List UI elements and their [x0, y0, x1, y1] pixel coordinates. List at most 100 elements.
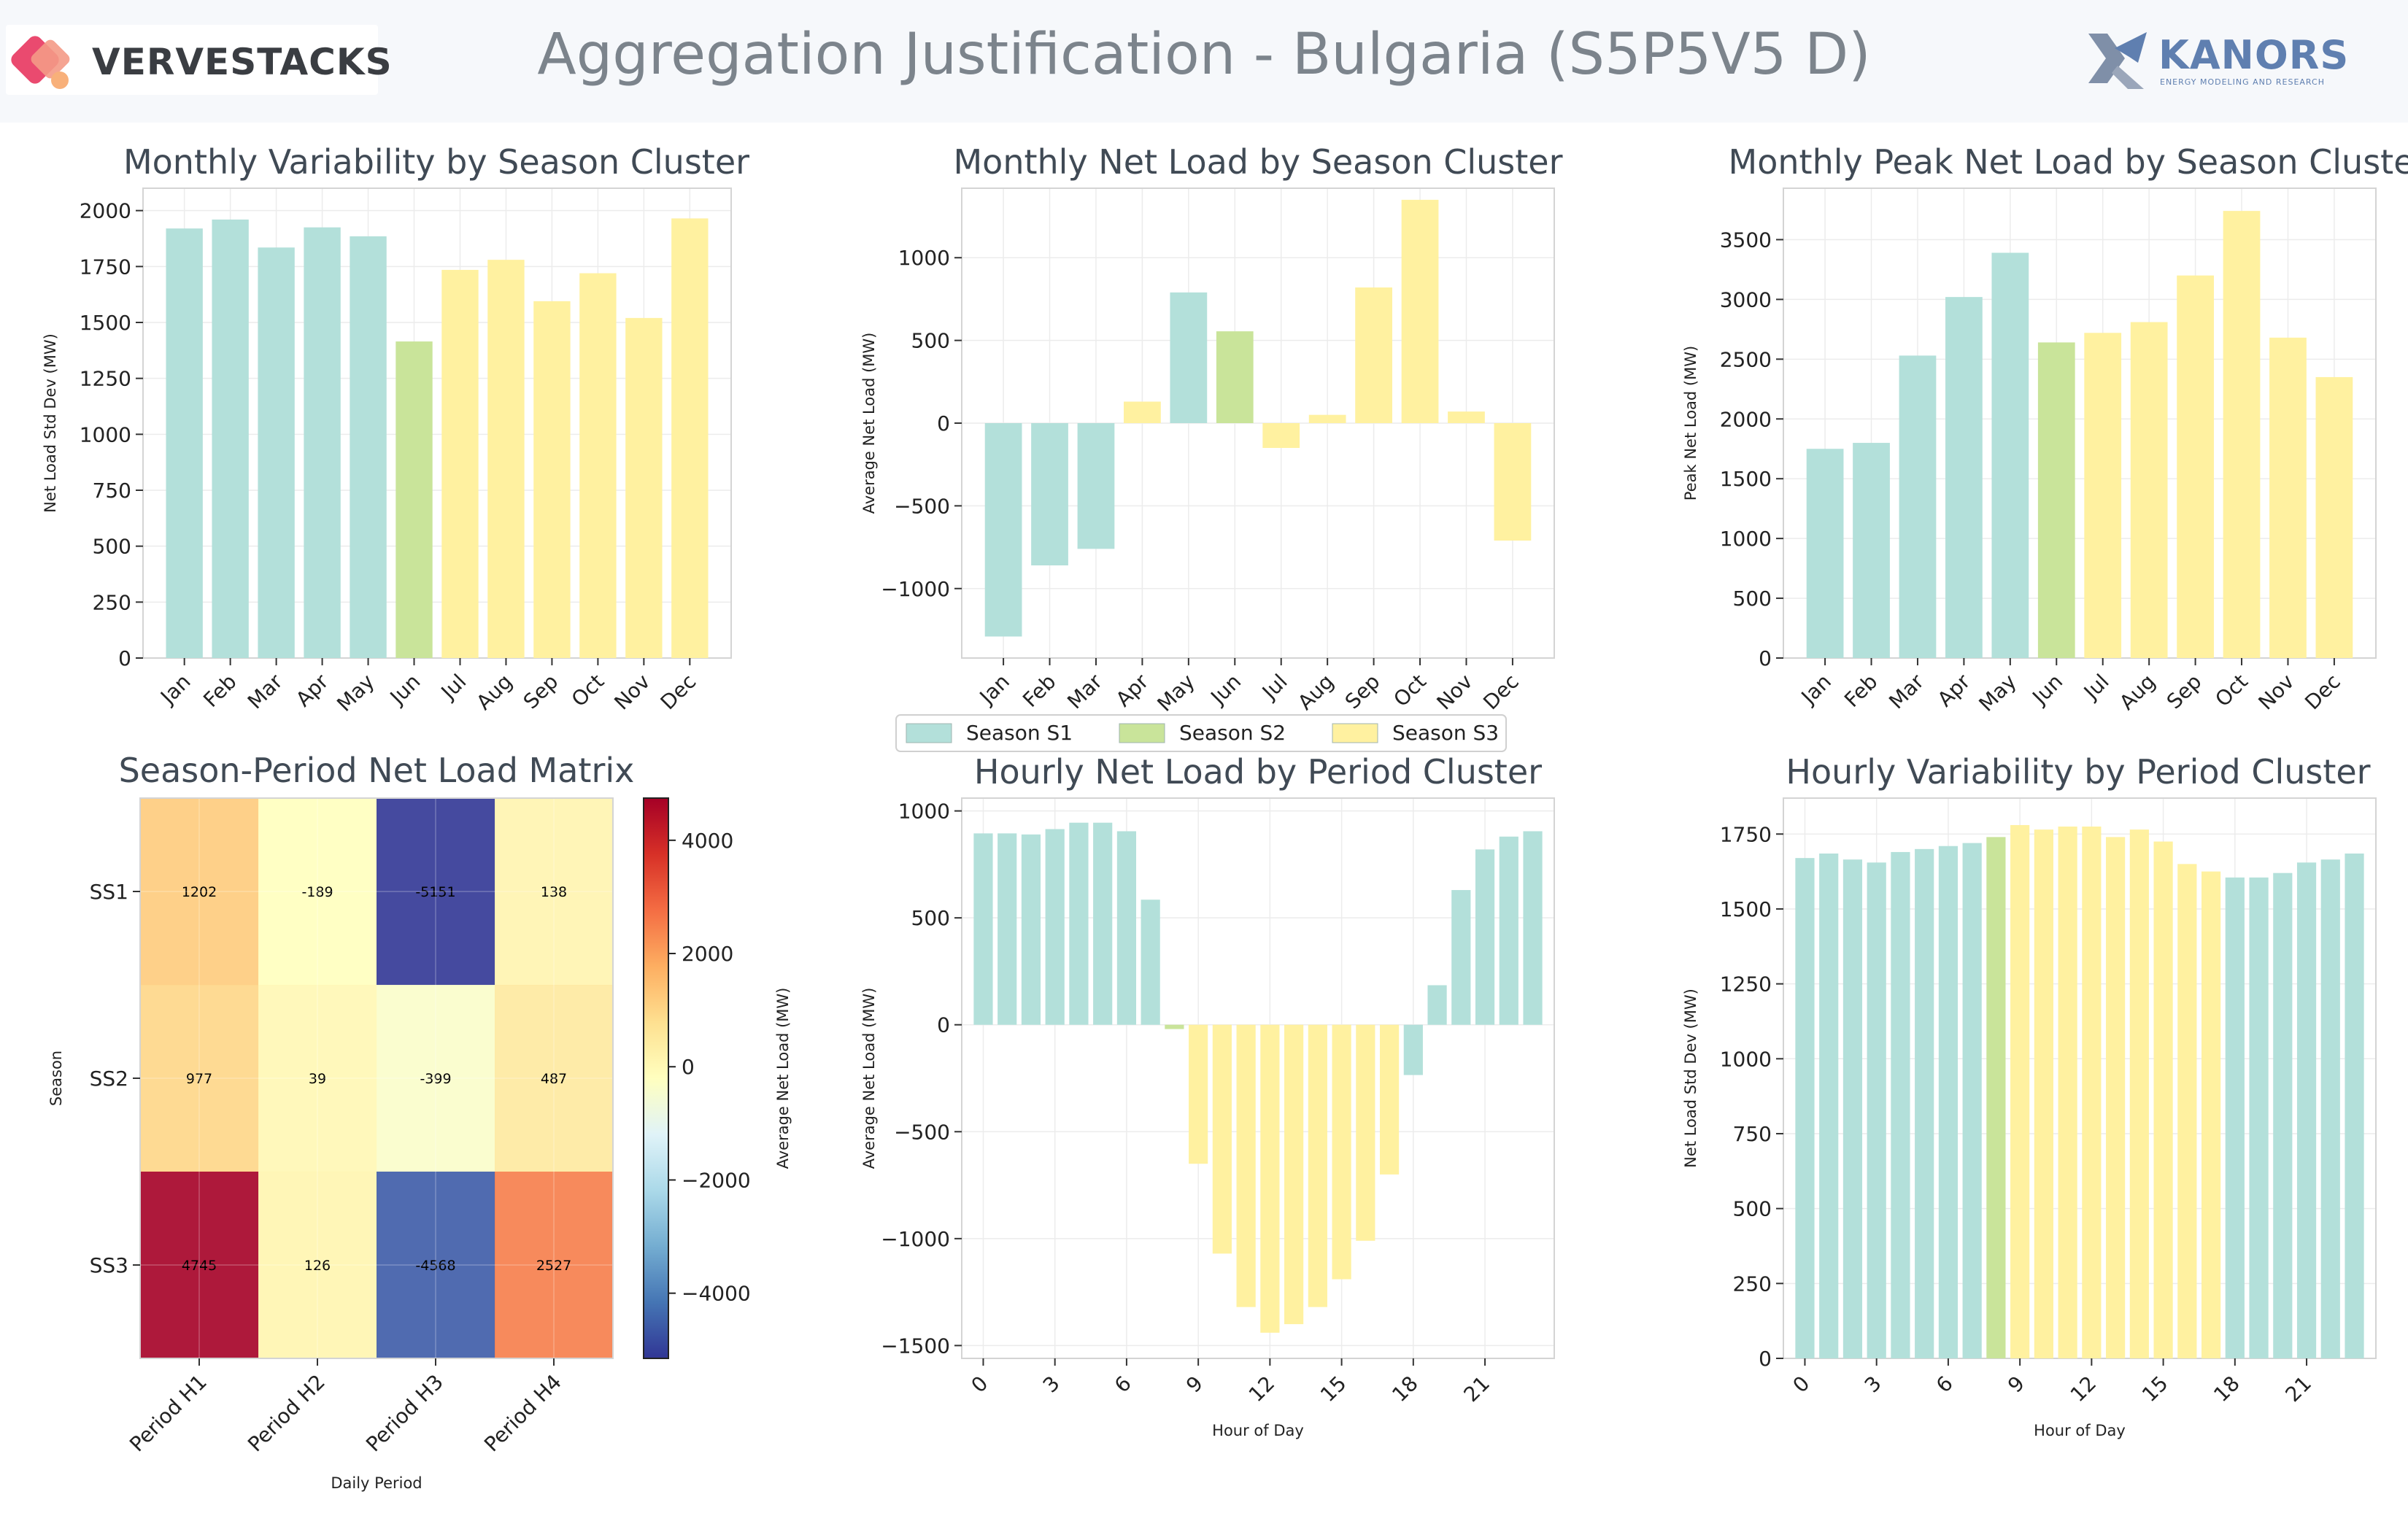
bar	[1475, 849, 1495, 1025]
x-tick-label: Sep	[1340, 670, 1385, 714]
bar	[2129, 829, 2149, 1358]
bar	[1308, 414, 1346, 423]
x-tick-label: 12	[1244, 1372, 1280, 1407]
y-tick-label: 500	[1733, 587, 1772, 611]
y-tick-label: 1000	[898, 800, 950, 824]
y-axis-label: Average Net Load (MW)	[860, 333, 878, 514]
bar	[1045, 829, 1065, 1025]
legend-label: Season S1	[966, 721, 1073, 745]
bar	[1021, 834, 1041, 1025]
bar	[2225, 877, 2245, 1358]
x-tick-label: Nov	[609, 670, 655, 715]
x-tick-label: 18	[1387, 1372, 1423, 1407]
y-tick-label: 0	[1759, 1347, 1772, 1371]
y-tick-label: 500	[1733, 1197, 1772, 1221]
vervestacks-logo-icon	[11, 36, 70, 89]
chart-title: Monthly Variability by Season Cluster	[123, 142, 749, 182]
chart-title: Monthly Peak Net Load by Season Cluster	[1729, 142, 2408, 182]
x-tick-label: 6	[1110, 1372, 1136, 1398]
y-tick-label: 1250	[1720, 972, 1772, 997]
bar	[671, 218, 709, 658]
colorbar-label: Average Net Load (MW)	[774, 988, 792, 1169]
bar	[1069, 822, 1089, 1025]
cell-label: 2527	[536, 1258, 571, 1274]
y-tick-label: 0	[118, 646, 131, 670]
colorbar-tick-label: −4000	[682, 1282, 751, 1306]
x-tick-label: Sep	[2162, 670, 2207, 714]
y-tick-label: 750	[1733, 1122, 1772, 1146]
x-tick-label: 12	[2066, 1372, 2102, 1407]
x-tick-label: Dec	[1478, 670, 1524, 715]
chart-title: Hourly Net Load by Period Cluster	[974, 752, 1542, 792]
bar	[1356, 1024, 1375, 1241]
x-tick-label: Period H1	[125, 1370, 212, 1457]
x-tick-label: Jan	[1796, 670, 1836, 710]
bar	[1986, 837, 2006, 1358]
legend-swatch	[1119, 723, 1165, 743]
bar	[1262, 423, 1300, 449]
heatmap-cell	[377, 798, 495, 986]
bar	[2315, 376, 2353, 658]
heatmap-cell	[258, 1172, 377, 1359]
x-tick-label: Period H3	[361, 1370, 448, 1457]
bar	[2153, 841, 2173, 1358]
bar	[2037, 342, 2075, 658]
chart-c4: 1202 -189 -5151 138 977 39 -399 487 4745 126 -4568…	[47, 751, 792, 1492]
plot-frame	[1783, 187, 2377, 659]
y-tick-label: 1750	[80, 255, 131, 279]
bar	[1451, 890, 1471, 1025]
heatmap-cell	[140, 985, 259, 1172]
y-tick-label: SS3	[90, 1253, 128, 1277]
y-tick-label: 250	[1733, 1272, 1772, 1296]
kanors-logo-icon	[2088, 32, 2147, 89]
bar	[1842, 859, 1863, 1358]
y-tick-label: 0	[937, 411, 950, 436]
bar	[1379, 1024, 1400, 1175]
y-axis-label: Average Net Load (MW)	[860, 988, 878, 1169]
x-tick-label: 9	[2003, 1372, 2029, 1398]
vervestacks-wordmark: VERVESTACKS	[92, 41, 393, 83]
x-tick-label: Mar	[243, 669, 288, 713]
chart-title: Monthly Net Load by Season Cluster	[953, 142, 1562, 182]
y-tick-label: −1500	[881, 1334, 950, 1358]
bar	[166, 228, 203, 658]
x-tick-label: Jun	[2027, 670, 2068, 711]
bar	[997, 833, 1017, 1025]
bar	[2249, 877, 2269, 1358]
bar	[2177, 864, 2197, 1358]
bar	[1141, 900, 1160, 1025]
bar	[533, 301, 571, 658]
y-tick-label: −500	[894, 1120, 950, 1144]
bar	[1945, 297, 1983, 658]
bar	[2084, 333, 2122, 658]
heatmap-cell	[495, 985, 614, 1172]
x-tick-label: Apr	[1111, 669, 1154, 711]
colorbar-tick-label: −2000	[682, 1168, 751, 1192]
heatmap-cell	[140, 798, 259, 986]
page-title: Aggregation Justification - Bulgaria (S5…	[537, 22, 1871, 88]
bar	[1806, 449, 1844, 658]
bar	[1427, 985, 1447, 1025]
bar	[1819, 853, 1839, 1358]
bar	[258, 247, 295, 658]
cell-label: 1202	[182, 884, 217, 900]
bar	[1308, 1024, 1327, 1307]
x-tick-label: 0	[1788, 1372, 1814, 1398]
x-tick-label: 3	[1038, 1372, 1065, 1398]
y-tick-label: 1500	[80, 311, 131, 335]
y-tick-label: 750	[93, 479, 131, 503]
bar	[1499, 836, 1518, 1025]
bar	[1448, 411, 1485, 423]
y-tick-label: 3500	[1720, 228, 1772, 252]
y-tick-label: 3000	[1720, 287, 1772, 312]
vervestacks-logo: VERVESTACKS	[6, 25, 392, 95]
bar	[1116, 831, 1137, 1025]
x-tick-label: Dec	[656, 670, 701, 715]
x-tick-label: Sep	[519, 670, 563, 714]
x-tick-label: May	[1975, 670, 2021, 716]
x-tick-label: Dec	[2300, 670, 2345, 715]
x-tick-label: 9	[1181, 1372, 1208, 1398]
cell-label: -4568	[415, 1258, 455, 1274]
cell-label: 977	[186, 1071, 212, 1087]
